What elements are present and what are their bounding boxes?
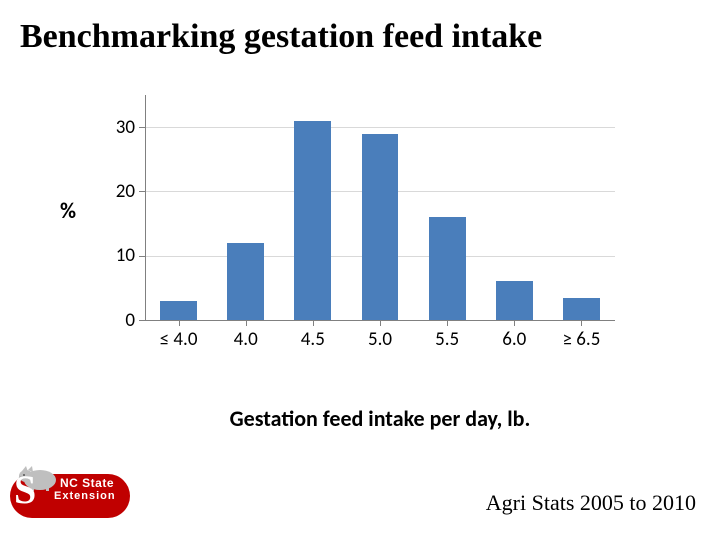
bar <box>496 281 533 320</box>
page-title: Benchmarking gestation feed intake <box>20 18 700 56</box>
y-tick-label: 30 <box>95 116 135 139</box>
bar <box>160 301 197 320</box>
bar <box>362 134 399 320</box>
x-tick-mark <box>581 320 582 326</box>
x-tick-mark <box>380 320 381 326</box>
bar-chart: % 0102030≤ 4.04.04.55.05.56.0≥ 6.5 <box>90 95 650 380</box>
x-tick-label: 5.0 <box>346 328 413 351</box>
source-citation: Agri Stats 2005 to 2010 <box>486 490 696 516</box>
x-tick-label: 5.5 <box>414 328 481 351</box>
y-axis-label: % <box>60 197 76 224</box>
x-tick-mark <box>246 320 247 326</box>
x-tick-label: 4.5 <box>279 328 346 351</box>
plot-area: 0102030≤ 4.04.04.55.05.56.0≥ 6.5 <box>145 95 615 320</box>
x-tick-label: 6.0 <box>481 328 548 351</box>
bar <box>429 217 466 320</box>
y-tick-label: 0 <box>95 309 135 332</box>
logo-line2: Extension <box>54 490 116 502</box>
x-tick-mark <box>447 320 448 326</box>
logo-line1: NC State <box>60 476 114 490</box>
grid-line <box>145 127 615 128</box>
logo-s-letter: S <box>14 466 36 513</box>
bar <box>294 121 331 320</box>
x-tick-mark <box>514 320 515 326</box>
x-axis-title: Gestation feed intake per day, lb. <box>20 405 720 432</box>
y-axis-line <box>145 95 146 320</box>
x-tick-label: 4.0 <box>212 328 279 351</box>
swine-extension-logo: S NC State Extension <box>10 464 130 518</box>
x-tick-mark <box>313 320 314 326</box>
x-tick-label: ≤ 4.0 <box>145 328 212 351</box>
x-tick-mark <box>179 320 180 326</box>
slide: Benchmarking gestation feed intake % 010… <box>0 0 720 540</box>
bar <box>227 243 264 320</box>
y-tick-label: 20 <box>95 180 135 203</box>
x-tick-label: ≥ 6.5 <box>548 328 615 351</box>
y-tick-label: 10 <box>95 244 135 267</box>
bar <box>563 298 600 321</box>
